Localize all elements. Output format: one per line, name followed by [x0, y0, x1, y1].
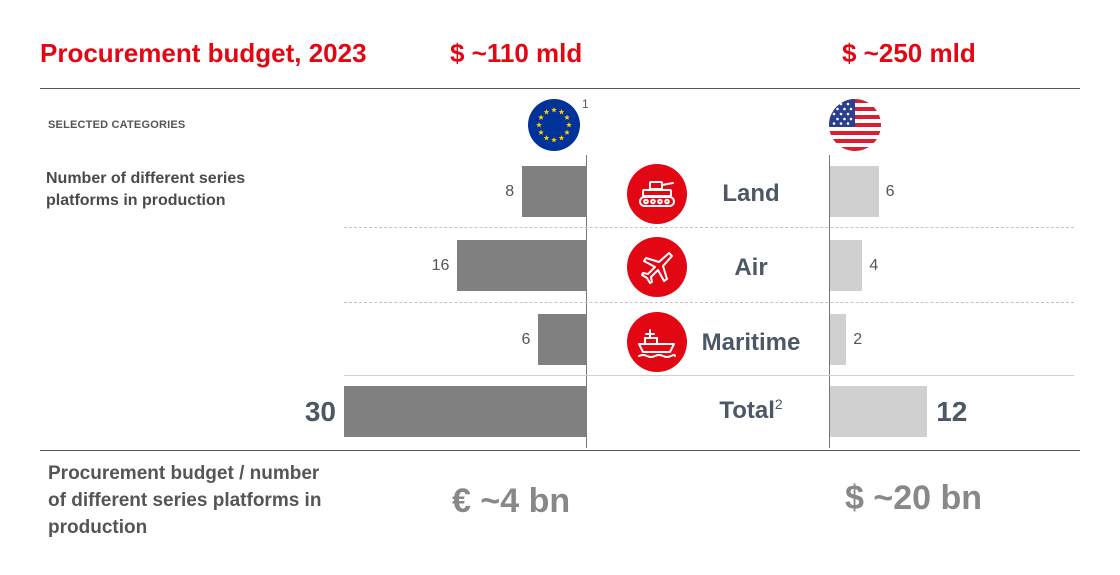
- value-label-eu-air: 16: [431, 257, 450, 274]
- eu-star: [543, 134, 550, 141]
- value-label-eu-land: 8: [505, 183, 515, 200]
- value-label-eu-total: 30: [304, 396, 336, 427]
- top-rule: [40, 88, 1080, 89]
- eu-star: [538, 129, 544, 135]
- us-axis-line: [829, 155, 830, 448]
- eu-star: [543, 109, 550, 115]
- bar-eu-air: [457, 240, 587, 291]
- left-axis-label: Number of different series platforms in …: [46, 170, 246, 209]
- us-budget-per-platform: $ ~20 bn: [845, 479, 983, 517]
- value-label-us-total: 12: [936, 396, 968, 427]
- eu-star: [536, 122, 542, 128]
- value-label-us-maritime: 2: [853, 331, 863, 348]
- eu-star: [558, 109, 565, 115]
- category-label-maritime: Maritime: [701, 329, 801, 356]
- us-flag-icon: [829, 99, 881, 151]
- bottom-label: Procurement budget / number of different…: [48, 463, 322, 538]
- bar-us-land: [830, 166, 879, 217]
- bar-us-total: [830, 386, 928, 437]
- bar-eu-land: [522, 166, 587, 217]
- row-separator: [344, 227, 1074, 228]
- airplane-icon: [627, 237, 687, 297]
- total-label-text: Total: [719, 397, 775, 424]
- eu-budget-per-platform: € ~4 bn: [452, 482, 571, 520]
- eu-star: [564, 129, 570, 135]
- value-label-eu-maritime: 6: [521, 331, 531, 348]
- eu-star: [566, 122, 572, 128]
- total-separator: [344, 375, 1074, 376]
- bar-us-air: [830, 240, 863, 291]
- eu-flag-footnote: 1: [582, 97, 589, 111]
- section-label: SELECTED CATEGORIES: [48, 119, 186, 131]
- eu-budget: $ ~110 mld: [450, 38, 583, 68]
- eu-star: [558, 134, 565, 141]
- eu-star: [551, 137, 557, 143]
- eu-star: [538, 114, 544, 120]
- ship-icon: [627, 312, 687, 372]
- chart-title: Procurement budget, 2023: [40, 38, 367, 68]
- total-footnote: 2: [774, 396, 783, 412]
- category-label-air: Air: [734, 254, 768, 281]
- value-label-us-land: 6: [885, 183, 895, 200]
- bar-eu-total: [344, 386, 587, 437]
- bar-us-maritime: [830, 314, 847, 365]
- eu-star: [564, 114, 570, 120]
- bottom-rule: [40, 450, 1080, 451]
- row-separator: [344, 302, 1074, 303]
- bar-eu-maritime: [538, 314, 587, 365]
- eu-star: [551, 107, 557, 113]
- tank-icon: [627, 164, 687, 224]
- eu-axis-line: [586, 155, 587, 448]
- eu-flag-icon: [528, 99, 580, 151]
- total-label: Total2: [690, 396, 812, 425]
- value-label-us-air: 4: [869, 257, 879, 274]
- category-label-land: Land: [722, 180, 780, 207]
- us-budget: $ ~250 mld: [842, 38, 976, 68]
